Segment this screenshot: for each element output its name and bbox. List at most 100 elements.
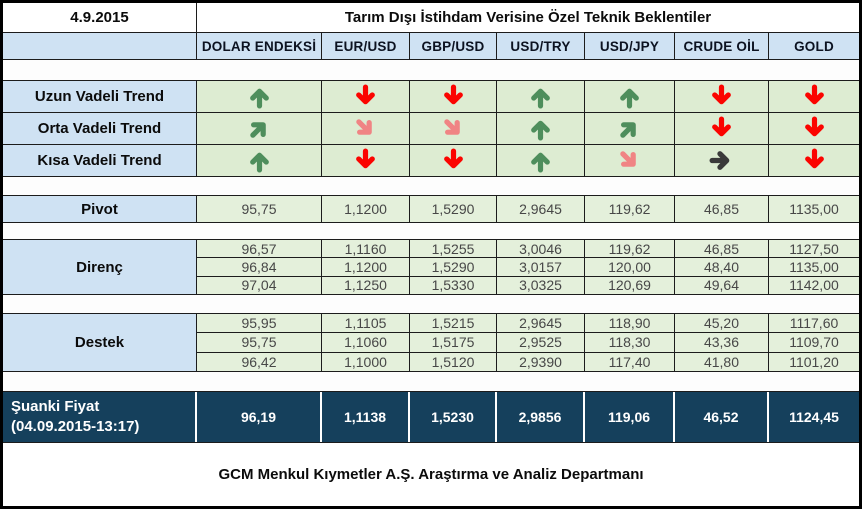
resistance-value: 1,5255 bbox=[410, 240, 497, 258]
resistance-value: 3,0157 bbox=[497, 258, 585, 276]
trend-arrow-icon bbox=[353, 148, 378, 173]
spacer-row bbox=[3, 60, 859, 81]
support-value: 118,30 bbox=[585, 333, 675, 352]
resistance-row-1: 96,57 1,1160 1,5255 3,0046 119,62 46,85 … bbox=[197, 240, 859, 259]
support-value: 1,5175 bbox=[410, 333, 497, 352]
current-price-timestamp: (04.09.2015-13:17) bbox=[11, 418, 140, 435]
resistance-value: 120,00 bbox=[585, 258, 675, 276]
row-label-long-term-trend: Uzun Vadeli Trend bbox=[3, 81, 197, 112]
spacer-row bbox=[3, 295, 859, 314]
pivot-value: 2,9645 bbox=[497, 196, 585, 222]
support-value: 117,40 bbox=[585, 352, 675, 371]
pivot-value: 46,85 bbox=[675, 196, 769, 222]
column-header-gbp-usd: GBP/USD bbox=[410, 33, 497, 59]
trend-row-long-term: Uzun Vadeli Trend bbox=[3, 81, 859, 113]
pivot-row: Pivot 95,75 1,1200 1,5290 2,9645 119,62 … bbox=[3, 196, 859, 223]
column-header-dolar-endeksi: DOLAR ENDEKSİ bbox=[197, 33, 322, 59]
resistance-row-2: 96,84 1,1200 1,5290 3,0157 120,00 48,40 … bbox=[197, 258, 859, 277]
trend-arrow-icon bbox=[247, 84, 272, 109]
support-value: 43,36 bbox=[675, 333, 769, 352]
trend-arrow-icon bbox=[441, 84, 466, 109]
support-value: 1,1105 bbox=[322, 314, 410, 333]
support-value: 1117,60 bbox=[769, 314, 859, 333]
trend-cell bbox=[497, 145, 585, 176]
column-header-row: DOLAR ENDEKSİ EUR/USD GBP/USD USD/TRY US… bbox=[3, 33, 859, 60]
trend-cell bbox=[497, 113, 585, 144]
support-value: 118,90 bbox=[585, 314, 675, 333]
support-value: 1,5215 bbox=[410, 314, 497, 333]
trend-cell bbox=[585, 81, 675, 112]
resistance-value: 1,1250 bbox=[322, 276, 410, 294]
trend-arrow-icon bbox=[709, 148, 734, 173]
trend-cell bbox=[675, 81, 769, 112]
trend-arrow-icon bbox=[617, 84, 642, 109]
resistance-value: 96,57 bbox=[197, 240, 322, 258]
row-label-resistance: Direnç bbox=[3, 240, 197, 294]
trend-cell bbox=[197, 145, 322, 176]
trend-arrow-icon bbox=[612, 145, 647, 176]
current-value: 46,52 bbox=[675, 392, 769, 442]
page-title: Tarım Dışı İstihdam Verisine Özel Teknik… bbox=[344, 9, 712, 26]
corner-cell bbox=[3, 33, 197, 59]
spacer-row bbox=[3, 223, 859, 240]
trend-cell bbox=[410, 81, 497, 112]
current-value: 1,1138 bbox=[322, 392, 410, 442]
trend-arrow-icon bbox=[802, 148, 827, 173]
support-row-3: 96,42 1,1000 1,5120 2,9390 117,40 41,80 … bbox=[197, 352, 859, 371]
trend-arrow-icon bbox=[441, 148, 466, 173]
trend-arrow-icon bbox=[353, 84, 378, 109]
column-header-crude-oil: CRUDE OİL bbox=[675, 33, 769, 59]
support-value: 1,1000 bbox=[322, 352, 410, 371]
trend-cell bbox=[769, 145, 859, 176]
support-value: 1,1060 bbox=[322, 333, 410, 352]
resistance-value: 1142,00 bbox=[769, 276, 859, 294]
trend-cell bbox=[769, 81, 859, 112]
current-value: 96,19 bbox=[197, 392, 322, 442]
resistance-value: 1127,50 bbox=[769, 240, 859, 258]
support-values: 95,95 1,1105 1,5215 2,9645 118,90 45,20 … bbox=[197, 314, 859, 371]
trend-arrow-icon bbox=[802, 84, 827, 109]
trend-arrow-icon bbox=[528, 84, 553, 109]
support-value: 1101,20 bbox=[769, 352, 859, 371]
trend-arrow-icon bbox=[528, 148, 553, 173]
support-value: 45,20 bbox=[675, 314, 769, 333]
trend-cell bbox=[410, 145, 497, 176]
resistance-values: 96,57 1,1160 1,5255 3,0046 119,62 46,85 … bbox=[197, 240, 859, 294]
current-value: 119,06 bbox=[585, 392, 675, 442]
support-value: 1,5120 bbox=[410, 352, 497, 371]
trend-arrow-icon bbox=[528, 116, 553, 141]
support-row-2: 95,75 1,1060 1,5175 2,9525 118,30 43,36 … bbox=[197, 333, 859, 353]
support-value: 96,42 bbox=[197, 352, 322, 371]
resistance-value: 120,69 bbox=[585, 276, 675, 294]
support-value: 95,95 bbox=[197, 314, 322, 333]
report-date: 4.9.2015 bbox=[3, 3, 197, 32]
support-row-1: 95,95 1,1105 1,5215 2,9645 118,90 45,20 … bbox=[197, 314, 859, 334]
support-value: 41,80 bbox=[675, 352, 769, 371]
trend-arrow-icon bbox=[348, 113, 383, 144]
trend-cell bbox=[675, 113, 769, 144]
trend-cell bbox=[322, 113, 410, 144]
support-value: 95,75 bbox=[197, 333, 322, 352]
column-header-eur-usd: EUR/USD bbox=[322, 33, 410, 59]
resistance-value: 119,62 bbox=[585, 240, 675, 258]
trend-cell bbox=[322, 81, 410, 112]
support-value: 2,9390 bbox=[497, 352, 585, 371]
trend-cell bbox=[497, 81, 585, 112]
trend-cell bbox=[675, 145, 769, 176]
resistance-value: 1,5330 bbox=[410, 276, 497, 294]
resistance-value: 3,0046 bbox=[497, 240, 585, 258]
column-header-gold: GOLD bbox=[769, 33, 859, 59]
trend-arrow-icon bbox=[247, 148, 272, 173]
resistance-value: 1135,00 bbox=[769, 258, 859, 276]
resistance-value: 3,0325 bbox=[497, 276, 585, 294]
resistance-value: 48,40 bbox=[675, 258, 769, 276]
trend-cell bbox=[197, 81, 322, 112]
current-value: 1124,45 bbox=[789, 409, 839, 425]
row-label-pivot: Pivot bbox=[3, 196, 197, 222]
support-section: Destek 95,95 1,1105 1,5215 2,9645 118,90… bbox=[3, 314, 859, 372]
row-label-current-price: Şuanki Fiyat (04.09.2015-13:17) bbox=[3, 392, 197, 442]
trend-cell bbox=[410, 113, 497, 144]
resistance-value: 96,84 bbox=[197, 258, 322, 276]
support-value: 2,9525 bbox=[497, 333, 585, 352]
